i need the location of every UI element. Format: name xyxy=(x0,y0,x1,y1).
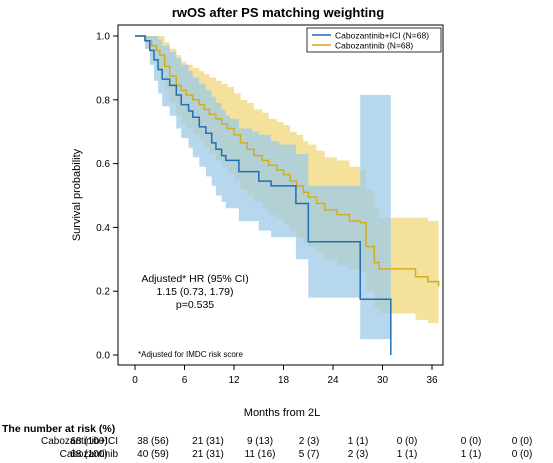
plot-area xyxy=(135,35,440,355)
x-tick-label: 18 xyxy=(278,375,290,386)
risk-cell: 1 (1) xyxy=(348,436,369,447)
survival-curve-series-1 xyxy=(135,35,392,355)
y-tick-label: 1.0 xyxy=(96,32,110,43)
risk-cell: 9 (13) xyxy=(247,436,273,447)
risk-cell: 0 (0) xyxy=(461,436,482,447)
legend-label-cabo-ici: Cabozantinib+ICI (N=68) xyxy=(335,31,429,41)
hr-title: Adjusted* HR (95% CI) xyxy=(141,273,248,285)
y-tick-label: 0.2 xyxy=(96,287,110,298)
x-tick-label: 0 xyxy=(132,375,138,386)
plot-frame xyxy=(117,24,444,366)
risk-table-title: The number at risk (%) xyxy=(2,423,115,435)
risk-cell: 40 (59) xyxy=(137,449,169,460)
risk-cell: 68 (100) xyxy=(70,436,107,447)
risk-cell: 0 (0) xyxy=(397,436,418,447)
x-tick-label: 12 xyxy=(228,375,240,386)
y-axis-label: Survival probability xyxy=(71,148,83,241)
risk-cell: 2 (3) xyxy=(299,436,320,447)
axes: 0.0 0.2 0.4 0.6 0.8 1.0 0 6 12 18 24 30 36 xyxy=(96,32,438,387)
legend: Cabozantinib+ICI (N=68) Cabozantinib (N=… xyxy=(306,27,442,53)
risk-cell: 68 (100) xyxy=(70,449,107,460)
x-tick-label: 30 xyxy=(377,375,389,386)
ci-band-series-1 xyxy=(135,36,391,340)
legend-label-cabo: Cabozantinib (N=68) xyxy=(335,41,413,51)
chart-title: rwOS after PS matching weighting xyxy=(172,5,384,20)
risk-cell: 0 (0) xyxy=(512,436,533,447)
hr-value: 1.15 (0.73, 1.79) xyxy=(156,286,233,298)
legend-box xyxy=(306,27,442,53)
risk-cell: 1 (1) xyxy=(461,449,482,460)
risk-cell: 1 (1) xyxy=(397,449,418,460)
y-tick-label: 0.8 xyxy=(96,95,110,106)
risk-cell: 2 (3) xyxy=(348,449,369,460)
risk-cell: 21 (31) xyxy=(192,449,224,460)
risk-cell: 11 (16) xyxy=(245,449,276,460)
x-tick-label: 6 xyxy=(182,375,188,386)
risk-row-label: Cabozantinib xyxy=(60,449,119,460)
y-tick-label: 0.0 xyxy=(96,351,110,362)
footnote: *Adjusted for IMDC risk score xyxy=(138,350,243,359)
y-tick-label: 0.4 xyxy=(96,223,110,234)
x-axis-label: Months from 2L xyxy=(244,407,320,419)
p-value: p=0.535 xyxy=(176,299,214,311)
risk-cell: 0 (0) xyxy=(512,449,533,460)
x-tick-label: 36 xyxy=(426,375,438,386)
survival-curve-series-2 xyxy=(135,35,440,287)
risk-cell: 5 (7) xyxy=(299,449,320,460)
risk-cell: 38 (56) xyxy=(137,436,169,447)
x-tick-label: 24 xyxy=(327,375,339,386)
risk-row-label: Cabozantinib+ICI xyxy=(41,436,118,447)
y-tick-label: 0.6 xyxy=(96,159,110,170)
risk-cell: 21 (31) xyxy=(192,436,224,447)
